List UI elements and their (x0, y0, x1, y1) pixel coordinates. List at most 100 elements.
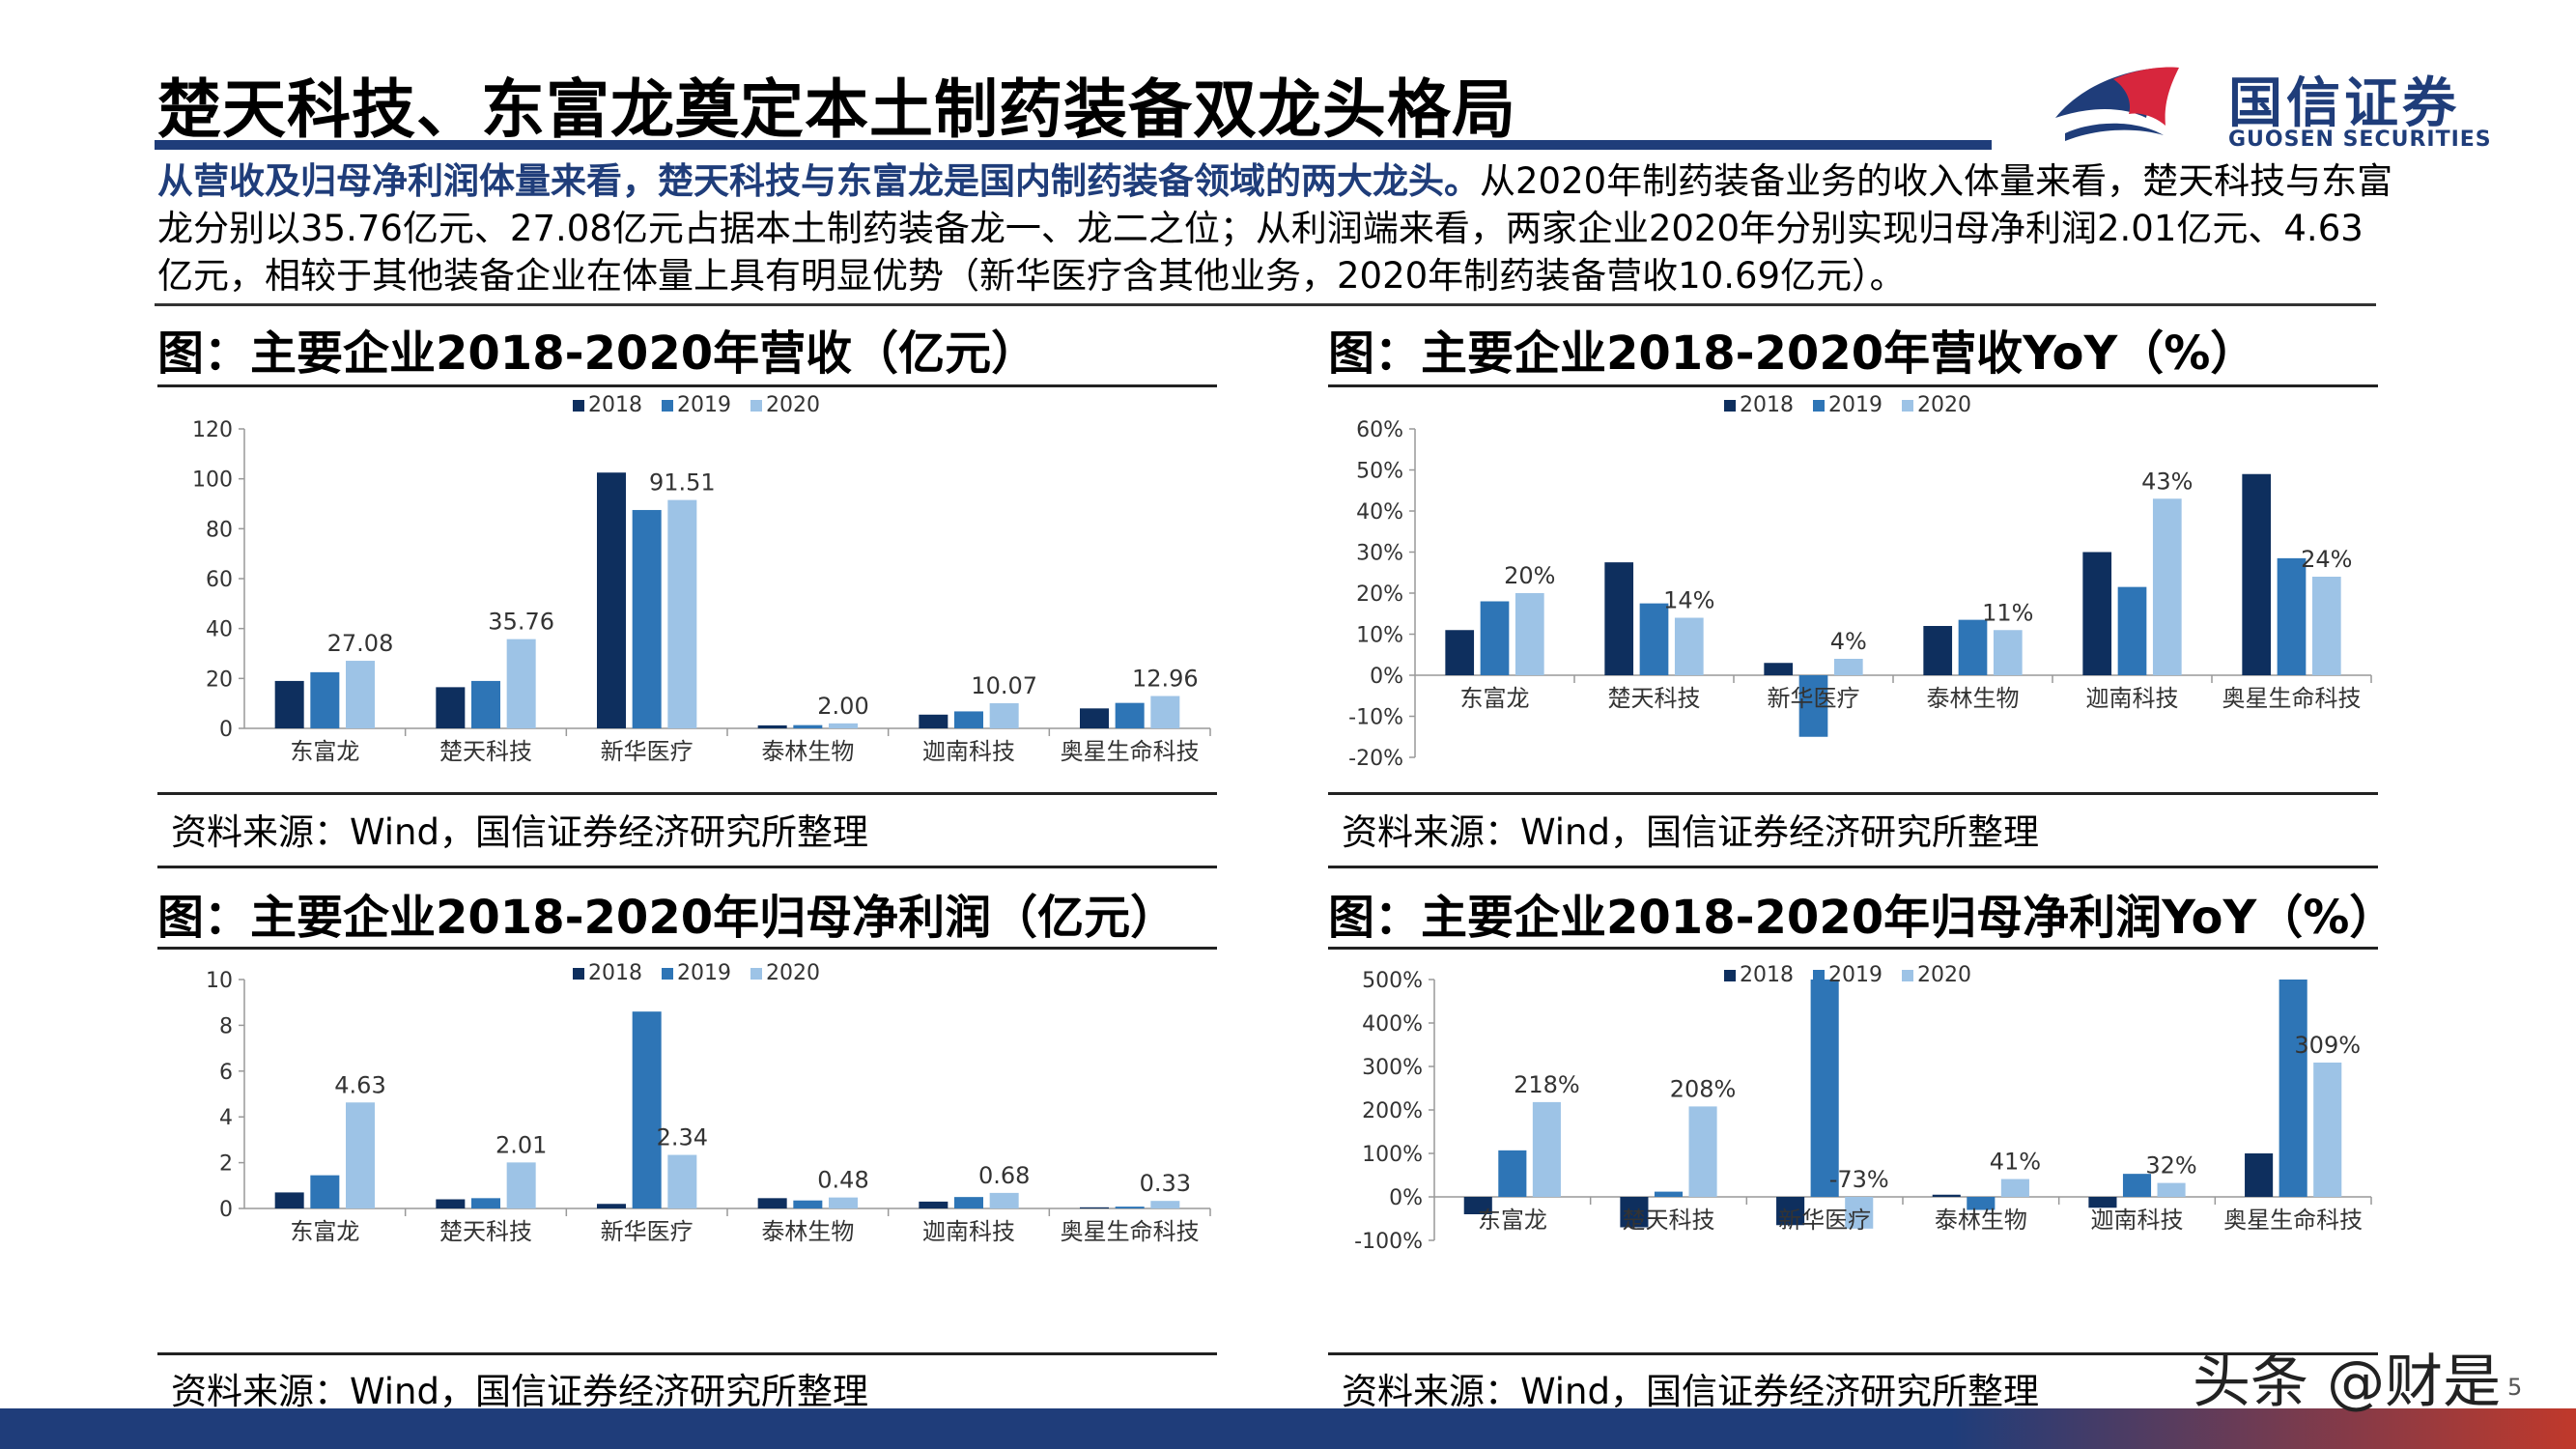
legend-label: 2019 (677, 393, 731, 417)
y-tick-label: -10% (1348, 706, 1403, 730)
category-label: 楚天科技 (439, 1218, 532, 1245)
bar-2019 (1639, 603, 1669, 675)
legend-label: 2020 (766, 961, 820, 985)
intro-highlight: 从营收及归母净利润体量来看，楚天科技与东富龙是国内制药装备领域的两大龙头。 (157, 160, 1480, 202)
y-tick-label: 60% (1356, 418, 1403, 442)
data-label: 218% (1514, 1071, 1580, 1098)
bar-2020 (2311, 577, 2341, 675)
y-tick-label: 200% (1362, 1099, 1423, 1123)
bar-2020 (667, 499, 697, 728)
panel-bottom-rule (1328, 1352, 2378, 1355)
bar-2018 (2082, 552, 2112, 675)
category-label: 迦南科技 (922, 738, 1015, 765)
legend-label: 2018 (1740, 963, 1794, 987)
category-label: 东富龙 (1478, 1207, 1547, 1234)
y-tick-label: 60 (206, 568, 233, 592)
bar-2019 (2117, 586, 2147, 675)
data-label: 10.07 (971, 672, 1037, 699)
bar-2018 (2242, 473, 2272, 675)
panel-end-rule (157, 866, 1217, 868)
legend-label: 2020 (1917, 393, 1971, 417)
y-tick-label: 40 (206, 618, 233, 642)
bar-2019 (793, 1200, 823, 1208)
legend-swatch (1724, 970, 1736, 981)
panel-title-rule (1328, 384, 2378, 387)
legend-label: 2019 (1828, 963, 1882, 987)
intro-text: 从2020年制药装备业务的收入体量来看，楚天科技与东富龙分别以35.76亿元、2… (157, 160, 2393, 297)
y-tick-label: 0% (1370, 665, 1403, 689)
bar-2020 (2313, 1062, 2342, 1197)
bar-2018 (597, 1204, 626, 1208)
y-tick-label: 0 (219, 718, 233, 742)
category-label: 楚天科技 (1623, 1207, 1715, 1234)
bar-2018 (436, 1199, 466, 1208)
data-label: 11% (1982, 599, 2033, 626)
bar-2020 (989, 1192, 1019, 1208)
category-label: 楚天科技 (439, 738, 532, 765)
data-label: -73% (1829, 1166, 1889, 1193)
bar-2019 (1798, 675, 1828, 737)
legend-label: 2018 (588, 961, 642, 985)
bar-2018 (919, 714, 948, 728)
bar-2018 (274, 680, 304, 728)
legend-label: 2020 (766, 393, 820, 417)
y-tick-label: -100% (1354, 1230, 1423, 1254)
data-label: 12.96 (1132, 666, 1199, 693)
legend-swatch (573, 400, 584, 412)
bar-2020 (2157, 1182, 2186, 1197)
bar-2019 (1654, 1191, 1684, 1197)
y-tick-label: 8 (219, 1014, 233, 1038)
data-label: 0.68 (978, 1162, 1030, 1189)
data-label: 208% (1670, 1075, 1737, 1102)
page-number: 5 (2507, 1374, 2523, 1401)
y-tick-label: 80 (206, 518, 233, 542)
panel-title: 图：主要企业2018-2020年营收YoY（%） (1328, 327, 2257, 381)
legend-swatch (1902, 970, 1913, 981)
panel-source: 资料来源：Wind，国信证券经济研究所整理 (1342, 1371, 2039, 1412)
bar-2019 (632, 509, 662, 728)
bar-2019 (1115, 702, 1145, 728)
intro-paragraph: 从营收及归母净利润体量来看，楚天科技与东富龙是国内制药装备领域的两大龙头。从20… (157, 157, 2398, 299)
bar-2019 (632, 1011, 662, 1208)
panel-title-rule (1328, 947, 2378, 950)
category-label: 奥星生命科技 (2222, 685, 2362, 712)
bar-2018 (1776, 1197, 1805, 1226)
bar-2019 (2279, 980, 2307, 1197)
legend-swatch (573, 968, 584, 980)
bar-2019 (1498, 1150, 1527, 1197)
legend-swatch (1724, 400, 1736, 412)
bar-2019 (2122, 1174, 2152, 1197)
category-label: 东富龙 (290, 1218, 359, 1245)
bar-2018 (1445, 630, 1475, 675)
title-divider (155, 140, 1992, 150)
y-tick-label: 100 (192, 469, 233, 493)
legend-label: 2018 (588, 393, 642, 417)
y-tick-label: 50% (1356, 460, 1403, 484)
data-label: 20% (1504, 562, 1555, 589)
bar-2019 (1958, 619, 1988, 675)
y-tick-label: 100% (1362, 1143, 1423, 1167)
bar-2020 (1532, 1101, 1561, 1197)
bar-2020 (1845, 1197, 1874, 1229)
data-label: 14% (1663, 587, 1714, 614)
category-label: 奥星生命科技 (1061, 738, 1200, 765)
bar-2018 (1620, 1197, 1649, 1228)
bar-2018 (757, 724, 787, 728)
bar-2018 (436, 687, 466, 728)
bar-2020 (1833, 659, 1863, 675)
bar-2020 (346, 1102, 375, 1208)
y-tick-label: 120 (192, 418, 233, 442)
watermark: 头条 @财是 (2193, 1349, 2502, 1416)
category-label: 迦南科技 (922, 1218, 1015, 1245)
category-label: 奥星生命科技 (1061, 1218, 1200, 1245)
bar-2020 (1688, 1106, 1717, 1197)
bar-2018 (597, 472, 626, 728)
page-title: 楚天科技、东富龙奠定本土制药装备双龙头格局 (157, 72, 1516, 147)
bar-2020 (2000, 1179, 2029, 1197)
bar-2020 (667, 1154, 697, 1208)
guosen-logo-icon (2055, 67, 2179, 141)
bar-2019 (1480, 601, 1510, 675)
data-label: 4.63 (334, 1071, 385, 1098)
category-label: 新华医疗 (1768, 685, 1860, 712)
panel-source: 资料来源：Wind，国信证券经济研究所整理 (1342, 811, 2039, 853)
